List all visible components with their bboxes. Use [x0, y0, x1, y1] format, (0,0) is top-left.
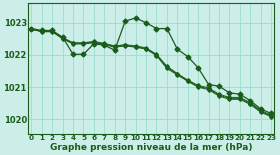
X-axis label: Graphe pression niveau de la mer (hPa): Graphe pression niveau de la mer (hPa)	[50, 143, 253, 152]
